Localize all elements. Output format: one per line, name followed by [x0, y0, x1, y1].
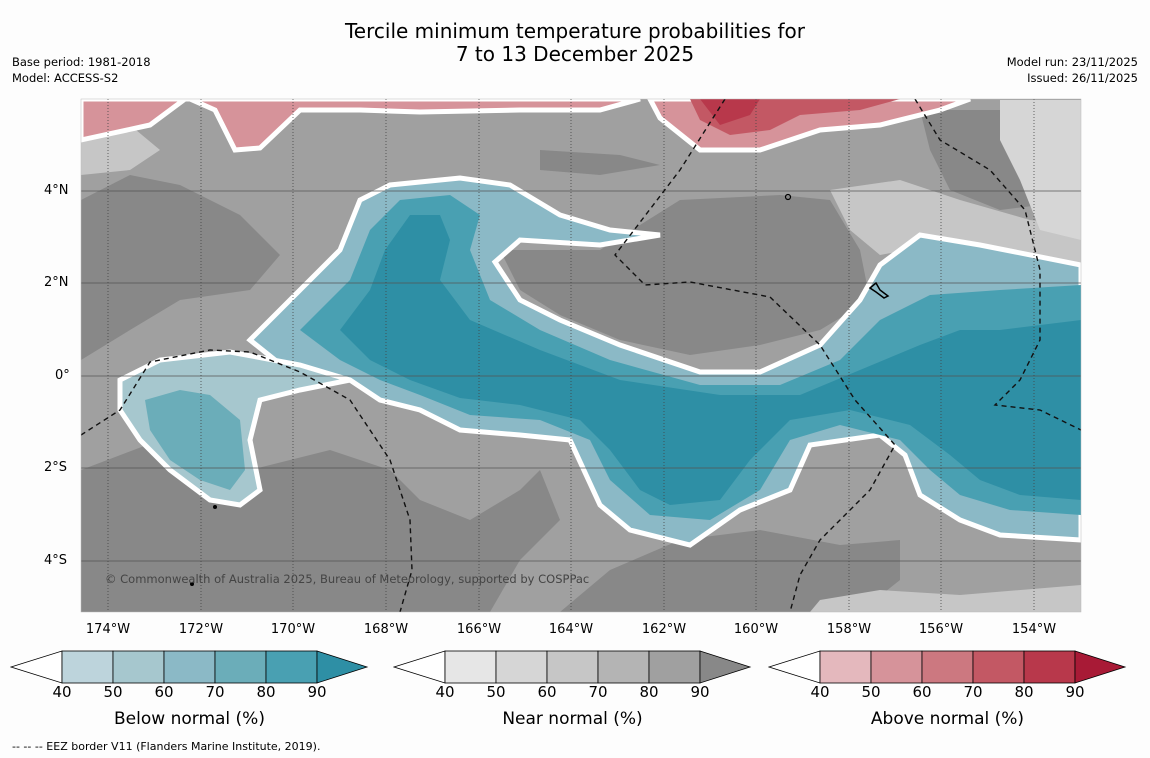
eez-footnote: -- -- -- EEZ border V11 (Flanders Marine… [12, 740, 321, 753]
below-normal-core [340, 215, 1081, 505]
colorbar-tick-label: 60 [154, 683, 174, 701]
eez-borders [81, 99, 1081, 612]
colorbar-segment [597, 650, 650, 684]
colorbar-under-arrow [10, 650, 63, 684]
meta-right: Model run: 23/11/2025 Issued: 26/11/2025 [1007, 54, 1138, 86]
near-normal-light [830, 180, 1081, 265]
near-normal-light [1000, 100, 1081, 240]
lat-label-2s: 2°S [44, 460, 68, 475]
colorbar-segment [648, 650, 701, 684]
colorbar-tick-label: 70 [205, 683, 225, 701]
colorbar-segment [870, 650, 923, 684]
chart-title: Tercile minimum temperature probabilitie… [0, 20, 1150, 66]
lon-label: 170°W [270, 622, 316, 637]
near-normal-patch [560, 530, 900, 612]
colorbar-under-arrow [768, 650, 821, 684]
issued-date: Issued: 26/11/2025 [1027, 71, 1138, 85]
lon-label: 172°W [178, 622, 224, 637]
colorbar-segment [1023, 650, 1076, 684]
lon-label: 160°W [733, 622, 779, 637]
colorbar-over-arrow [699, 650, 752, 684]
near-normal-colorbar [393, 650, 752, 684]
colorbar-title: Near normal (%) [502, 709, 643, 729]
map-frame [80, 98, 1082, 613]
colorbar-tick-label: 60 [912, 683, 932, 701]
colorbar-title: Below normal (%) [114, 709, 265, 729]
colorbar-tick-label: 40 [810, 683, 830, 701]
lon-label: 158°W [826, 622, 872, 637]
lon-label: 164°W [548, 622, 594, 637]
lon-label: 166°W [456, 622, 502, 637]
near-normal-patch [540, 150, 660, 175]
colorbar-tick-label: 50 [861, 683, 881, 701]
lat-label-0: 0° [55, 368, 70, 383]
colorbar-tick-label: 90 [690, 683, 710, 701]
meta-left: Base period: 1981-2018 Model: ACCESS-S2 [12, 54, 151, 86]
near-normal-patch [81, 175, 280, 360]
colorbar-segment [819, 650, 872, 684]
colorbar-segment [112, 650, 165, 684]
colorbar-segment [444, 650, 497, 684]
copyright-text: © Commonwealth of Australia 2025, Bureau… [105, 572, 590, 586]
colorbar-segment [265, 650, 318, 684]
colorbar-tick-label: 70 [588, 683, 608, 701]
lon-label: 174°W [85, 622, 131, 637]
colorbar-tick-label: 70 [963, 683, 983, 701]
island-marker [190, 582, 194, 586]
lat-label-4s: 4°S [44, 553, 68, 568]
colorbar-tick-label: 90 [307, 683, 327, 701]
lon-label: 168°W [363, 622, 409, 637]
colorbar-over-arrow [316, 650, 369, 684]
colorbar-title: Above normal (%) [870, 709, 1025, 729]
above-normal-region [81, 99, 641, 153]
colorbar-under-arrow [393, 650, 446, 684]
title-line-1: Tercile minimum temperature probabilitie… [344, 19, 806, 43]
island-marker [213, 505, 217, 509]
colorbar-segment [546, 650, 599, 684]
base-period: Base period: 1981-2018 [12, 55, 151, 69]
colorbar-tick-label: 40 [52, 683, 72, 701]
lon-label: 154°W [1011, 622, 1057, 637]
title-line-2: 7 to 13 December 2025 [455, 42, 695, 66]
colorbar-segment [61, 650, 114, 684]
colorbar-tick-label: 50 [486, 683, 506, 701]
lat-label-4n: 4°N [44, 183, 69, 198]
colorbar-tick-label: 80 [639, 683, 659, 701]
colorbar-tick-label: 80 [256, 683, 276, 701]
near-normal-light [810, 585, 1081, 612]
island-marker [784, 193, 792, 201]
lon-label: 162°W [641, 622, 687, 637]
near-normal-patch [500, 195, 870, 355]
model-name: Model: ACCESS-S2 [12, 71, 119, 85]
below-normal-colorbar [10, 650, 369, 684]
colorbar-tick-label: 50 [103, 683, 123, 701]
colorbar-tick-label: 60 [537, 683, 557, 701]
lat-gridlines [81, 190, 1081, 562]
colorbar-tick-label: 90 [1065, 683, 1085, 701]
colorbar-over-arrow [1074, 650, 1127, 684]
colorbar-segment [972, 650, 1025, 684]
colorbar-tick-label: 40 [435, 683, 455, 701]
colorbar-segment [163, 650, 216, 684]
lon-label: 156°W [918, 622, 964, 637]
colorbar-segment [214, 650, 267, 684]
lat-label-2n: 2°N [44, 275, 69, 290]
colorbar-segment [921, 650, 974, 684]
colorbar-segment [495, 650, 548, 684]
island-outline [868, 281, 890, 299]
above-normal-core [700, 99, 760, 125]
above-normal-colorbar [768, 650, 1127, 684]
above-normal-region [81, 99, 190, 143]
model-run: Model run: 23/11/2025 [1006, 55, 1138, 69]
below-normal-west-core [145, 390, 245, 490]
colorbar-tick-label: 80 [1014, 683, 1034, 701]
